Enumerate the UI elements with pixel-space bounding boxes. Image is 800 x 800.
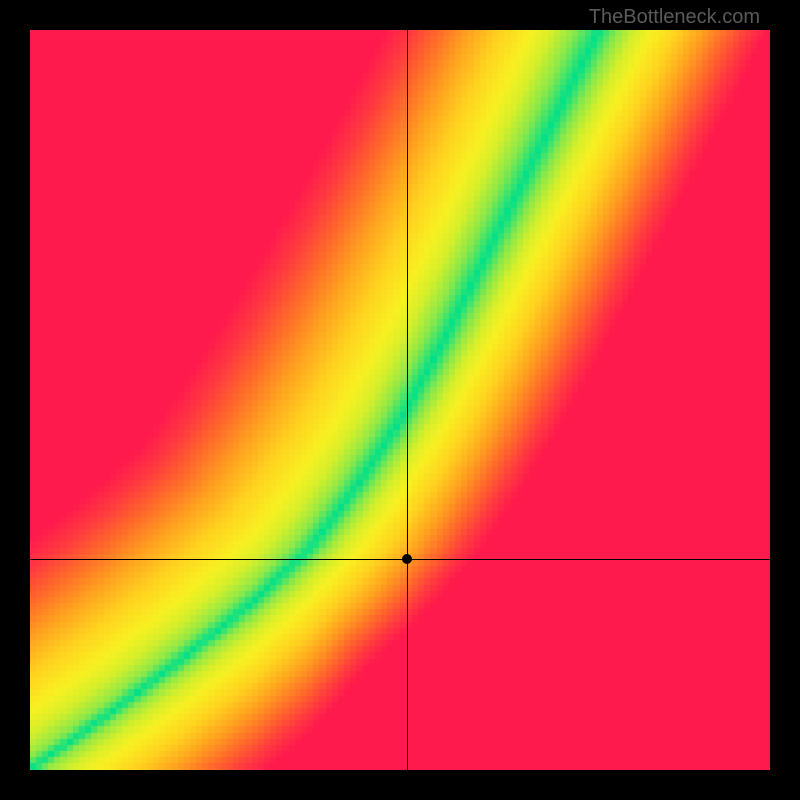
- heatmap-plot-area: [30, 30, 770, 770]
- crosshair-horizontal: [30, 559, 770, 560]
- heatmap-canvas: [30, 30, 770, 770]
- crosshair-marker-dot: [402, 554, 412, 564]
- crosshair-vertical: [407, 30, 408, 770]
- watermark-text: TheBottleneck.com: [589, 6, 760, 29]
